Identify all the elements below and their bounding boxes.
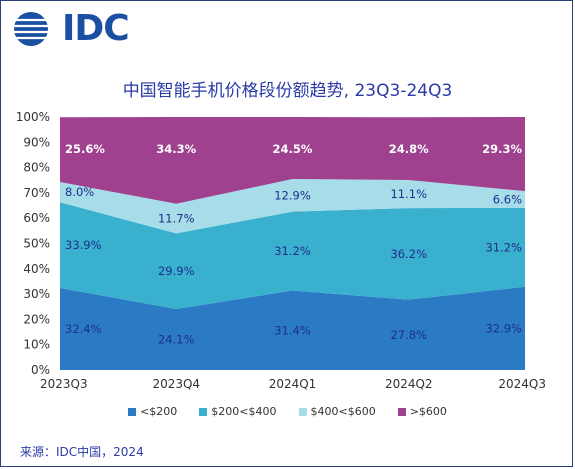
data-label: 6.6%: [493, 192, 522, 206]
data-label: 33.9%: [65, 238, 102, 252]
data-label: 29.9%: [158, 264, 195, 278]
data-label: 36.2%: [390, 247, 427, 261]
data-label: 32.4%: [65, 322, 102, 336]
x-tick-label: 2024Q1: [269, 377, 317, 391]
source-note: 来源：IDC中国，2024: [20, 445, 144, 459]
data-label: 31.2%: [485, 240, 522, 254]
legend-item: <$200: [128, 405, 177, 418]
data-label: 11.1%: [390, 187, 427, 201]
y-tick-label: 90%: [23, 135, 50, 149]
legend-label: >$600: [409, 405, 447, 418]
legend-item: $400<$600: [298, 405, 376, 418]
y-tick-label: 30%: [23, 287, 50, 301]
y-tick-label: 60%: [23, 211, 50, 225]
y-tick-label: 0%: [31, 363, 50, 377]
data-label: 31.4%: [274, 323, 311, 337]
legend-swatch: [199, 407, 208, 416]
y-tick-label: 10%: [23, 338, 50, 352]
stacked-area-chart: 0% 10% 20% 30% 40% 50% 60% 70% 80% 90% 100% 2023Q3 2…: [16, 110, 546, 391]
area-2: [60, 202, 525, 310]
area-4: [60, 117, 525, 204]
data-label: 24.5%: [273, 142, 313, 156]
legend-swatch: [298, 407, 307, 416]
legend-swatch: [128, 407, 137, 416]
data-label: 12.9%: [274, 188, 311, 202]
y-tick-label: 100%: [16, 110, 50, 124]
data-label: 29.3%: [482, 142, 522, 156]
y-tick-label: 80%: [23, 161, 50, 175]
y-tick-label: 40%: [23, 262, 50, 276]
area-3: [60, 178, 525, 234]
data-label: 11.7%: [158, 212, 195, 226]
x-tick-label: 2024Q3: [498, 377, 546, 391]
data-label: 34.3%: [156, 142, 196, 156]
data-label: 25.6%: [65, 142, 105, 156]
y-tick-label: 70%: [23, 186, 50, 200]
legend-label: $400<$600: [310, 405, 376, 418]
data-label: 24.8%: [389, 142, 429, 156]
data-label: 24.1%: [158, 333, 195, 347]
data-label: 27.8%: [390, 328, 427, 342]
x-tick-label: 2023Q3: [40, 377, 88, 391]
logo-text: IDC: [62, 8, 130, 49]
legend-item: >$600: [397, 405, 447, 418]
area-1: [60, 286, 525, 370]
legend-swatch: [397, 407, 406, 416]
x-tick-label: 2023Q4: [152, 377, 200, 391]
data-label: 31.2%: [274, 244, 311, 258]
idc-logo: IDC: [12, 10, 132, 48]
x-tick-label: 2024Q2: [385, 377, 433, 391]
legend-item: $200<$400: [199, 405, 277, 418]
data-label: 32.9%: [485, 321, 522, 335]
data-label: 8.0%: [65, 185, 94, 199]
chart-title: 中国智能手机价格段份额趋势, 23Q3-24Q3: [122, 81, 453, 101]
legend-label: $200<$400: [211, 405, 277, 418]
legend-label: <$200: [140, 405, 178, 418]
chart-legend: <$200 $200<$400 $400<$600 >$600: [0, 405, 575, 418]
globe-icon: [14, 12, 48, 46]
y-tick-label: 20%: [23, 312, 50, 326]
y-tick-label: 50%: [23, 237, 50, 251]
